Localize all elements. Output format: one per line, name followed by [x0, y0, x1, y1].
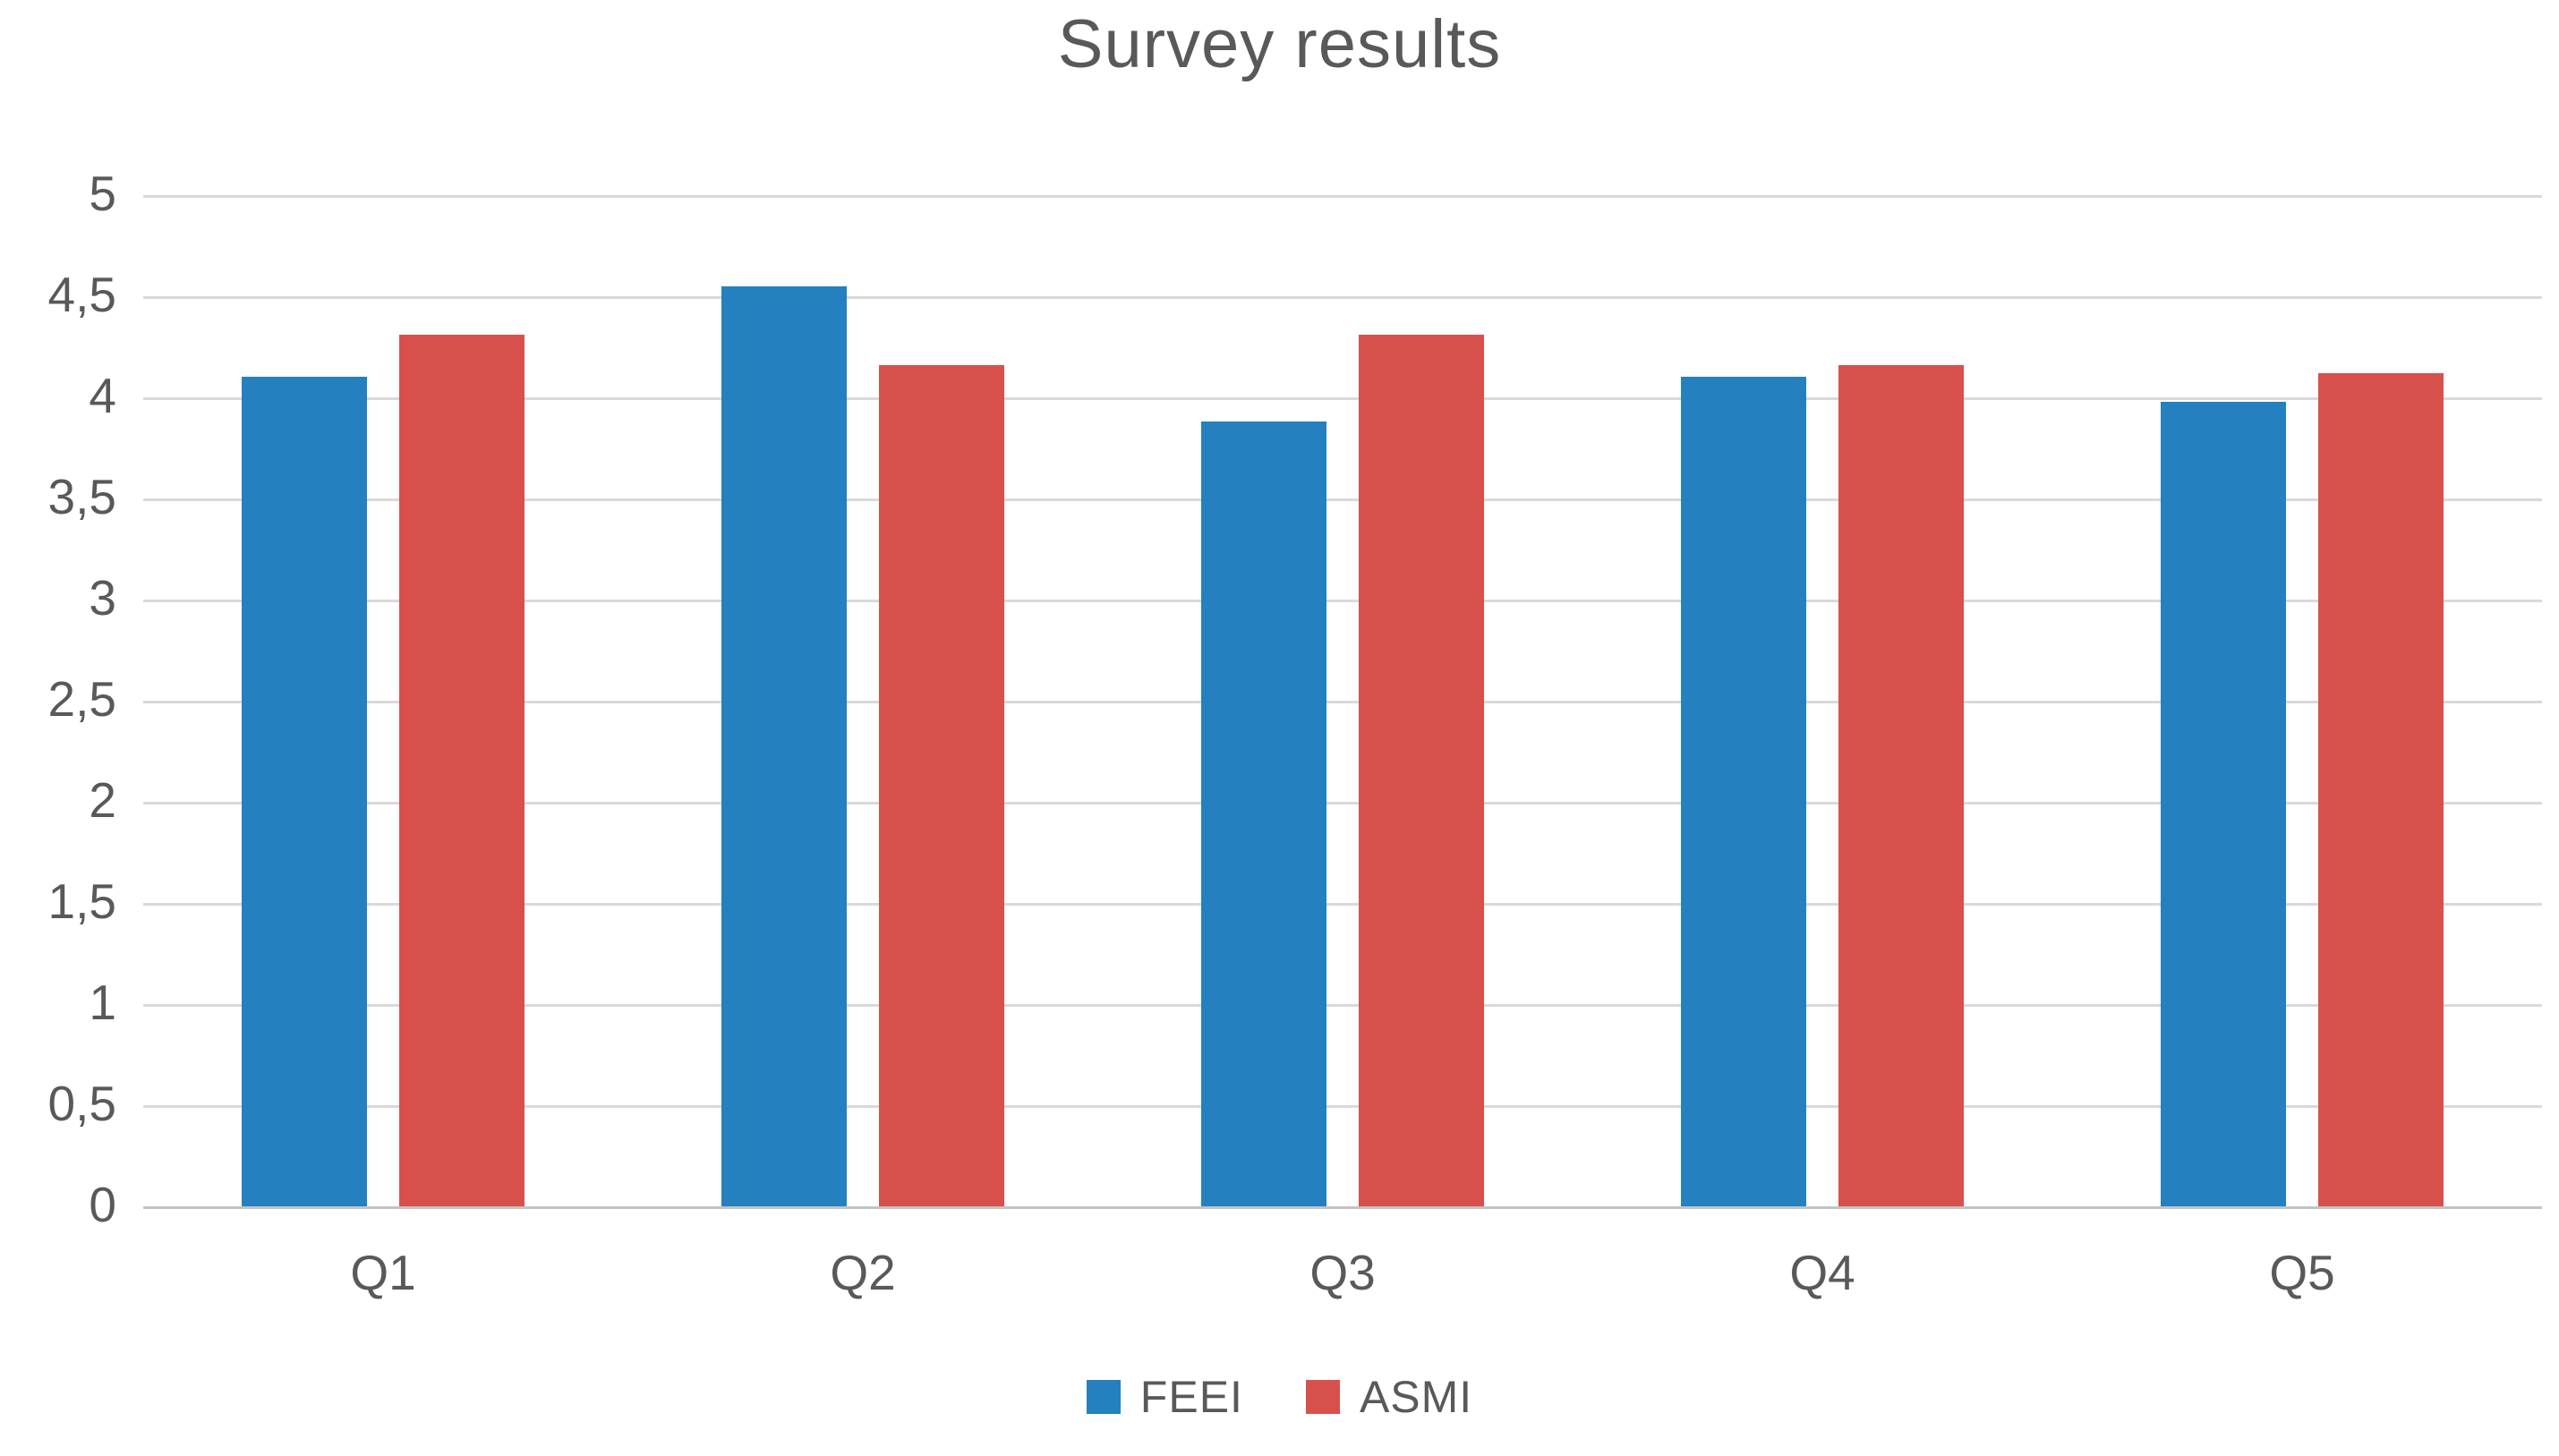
gridline — [143, 1004, 2542, 1007]
legend: FEEI ASMI — [0, 1371, 2559, 1423]
bar-feei-q3 — [1201, 421, 1326, 1206]
y-axis-tick-label: 1 — [89, 975, 116, 1030]
gridline — [143, 296, 2542, 299]
x-axis-label-q5: Q5 — [2269, 1245, 2335, 1300]
y-axis-tick-label: 2,5 — [47, 671, 116, 727]
legend-swatch-feei — [1086, 1380, 1121, 1414]
bar-feei-q4 — [1681, 377, 1806, 1206]
bar-asmi-q1 — [399, 334, 525, 1206]
gridline — [143, 195, 2542, 198]
y-axis-tick-label: 4,5 — [47, 267, 116, 322]
bar-asmi-q2 — [879, 364, 1004, 1206]
x-axis-label-q4: Q4 — [1789, 1245, 1855, 1300]
y-axis-tick-label: 5 — [89, 166, 116, 221]
gridline — [143, 397, 2542, 400]
x-axis-label-q1: Q1 — [350, 1245, 416, 1300]
gridline — [143, 600, 2542, 602]
bar-asmi-q5 — [2318, 372, 2444, 1206]
bar-feei-q2 — [721, 285, 847, 1206]
gridline — [143, 903, 2542, 906]
y-axis-tick-label: 3,5 — [47, 469, 116, 524]
x-axis-label-q2: Q2 — [830, 1245, 896, 1300]
y-axis-tick-label: 1,5 — [47, 873, 116, 929]
gridline — [143, 701, 2542, 703]
bar-feei-q1 — [242, 377, 367, 1206]
bar-asmi-q4 — [1838, 364, 1964, 1206]
x-axis-label-q3: Q3 — [1309, 1245, 1376, 1300]
y-axis-tick-label: 0,5 — [47, 1076, 116, 1131]
gridline — [143, 802, 2542, 805]
gridline — [143, 498, 2542, 501]
bar-feei-q5 — [2161, 401, 2286, 1206]
legend-label-asmi: ASMI — [1359, 1372, 1473, 1422]
chart-title: Survey results — [1057, 6, 1502, 82]
legend-item-asmi: ASMI — [1305, 1371, 1473, 1423]
y-axis-tick-label: 0 — [89, 1177, 116, 1232]
bar-asmi-q3 — [1359, 334, 1484, 1206]
x-axis-line — [143, 1206, 2542, 1209]
legend-label-feei: FEEI — [1139, 1372, 1243, 1422]
y-axis-tick-label: 4 — [89, 368, 116, 423]
legend-swatch-asmi — [1305, 1380, 1340, 1414]
legend-item-feei: FEEI — [1086, 1371, 1243, 1423]
plot-area — [143, 195, 2542, 1209]
y-axis-tick-label: 3 — [89, 570, 116, 626]
gridline — [143, 1105, 2542, 1108]
y-axis-tick-label: 2 — [89, 772, 116, 828]
